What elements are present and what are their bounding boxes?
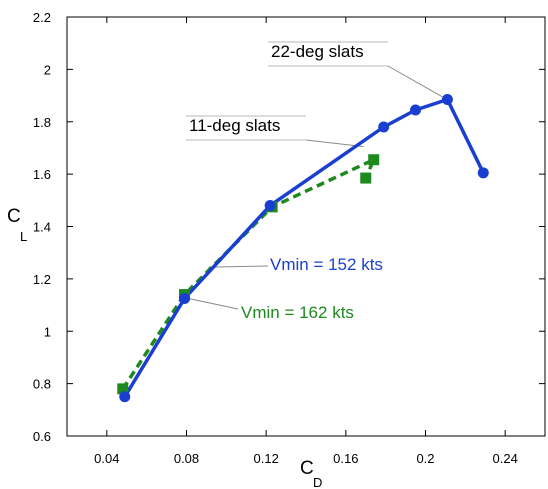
annotation-22-deg-slats-leader (387, 65, 444, 98)
x-axis-label: C (300, 458, 314, 479)
series-line-solid (123, 97, 485, 398)
x-tick-label: 0.08 (174, 451, 199, 466)
y-tick-label: 1.4 (33, 220, 51, 235)
series-layer (117, 93, 489, 403)
y-tick-label: 0.8 (33, 377, 51, 392)
annotation-22-deg-slats: 22-deg slats (271, 42, 364, 61)
data-point-circle (179, 293, 191, 305)
data-point-circle (119, 391, 131, 403)
y-tick-label: 1.8 (33, 115, 51, 130)
annotation-11-deg-slats: 11-deg slats (189, 116, 280, 135)
data-point-circle (264, 200, 276, 212)
x-tick-label: 0.16 (333, 451, 358, 466)
data-point-square (360, 172, 372, 184)
series-line-dashed (121, 157, 376, 390)
x-tick-label: 0.24 (493, 451, 518, 466)
y-axis-ticks: 0.6 0.8 1 1.2 1.4 1.6 1.8 2 2.2 (33, 10, 545, 444)
x-tick-label: 0.12 (254, 451, 279, 466)
data-point-circle (477, 167, 489, 179)
annotation-vmin-162-leader (188, 298, 239, 310)
x-axis-ticks: 0.04 0.08 0.12 0.16 0.2 0.24 (94, 17, 518, 466)
data-point-square (117, 383, 129, 395)
annotation-vmin-152: Vmin = 152 kts (270, 255, 383, 274)
x-tick-label: 0.04 (94, 451, 119, 466)
y-axis-label: C (7, 206, 21, 227)
data-point-circle (378, 121, 390, 133)
annotation-vmin-162: Vmin = 162 kts (241, 303, 354, 322)
data-point-square (368, 154, 380, 166)
y-tick-label: 1.6 (33, 167, 51, 182)
x-axis-label-subscript: D (313, 475, 322, 489)
y-axis-label-subscript: L (20, 229, 27, 244)
y-tick-label: 2 (44, 62, 51, 77)
y-tick-label: 2.2 (33, 10, 51, 25)
y-tick-label: 1 (44, 324, 51, 339)
annotation-leaders (186, 41, 444, 310)
y-tick-label: 1.2 (33, 272, 51, 287)
annotation-vmin-152-leader (208, 265, 269, 268)
data-point-circle (410, 104, 422, 116)
y-tick-label: 0.6 (33, 429, 51, 444)
x-tick-label: 0.2 (416, 451, 434, 466)
data-point-circle (441, 93, 453, 105)
